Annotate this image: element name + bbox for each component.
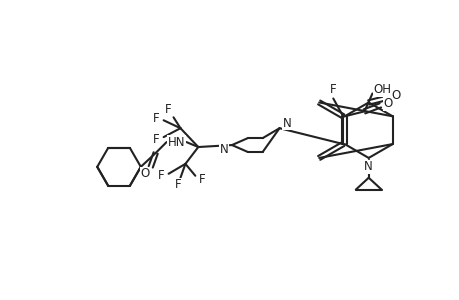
Text: O: O [391,89,400,102]
Text: N: N [282,117,291,130]
Text: OH: OH [373,83,391,96]
Text: O: O [140,167,149,180]
Text: N: N [364,160,372,173]
Text: F: F [329,83,336,96]
Text: F: F [198,173,205,186]
Text: F: F [153,112,160,125]
Text: F: F [153,133,160,146]
Text: F: F [175,178,181,191]
Text: O: O [383,97,392,110]
Text: N: N [219,142,228,155]
Text: F: F [158,169,165,182]
Text: HN: HN [168,136,185,148]
Text: F: F [165,103,172,116]
